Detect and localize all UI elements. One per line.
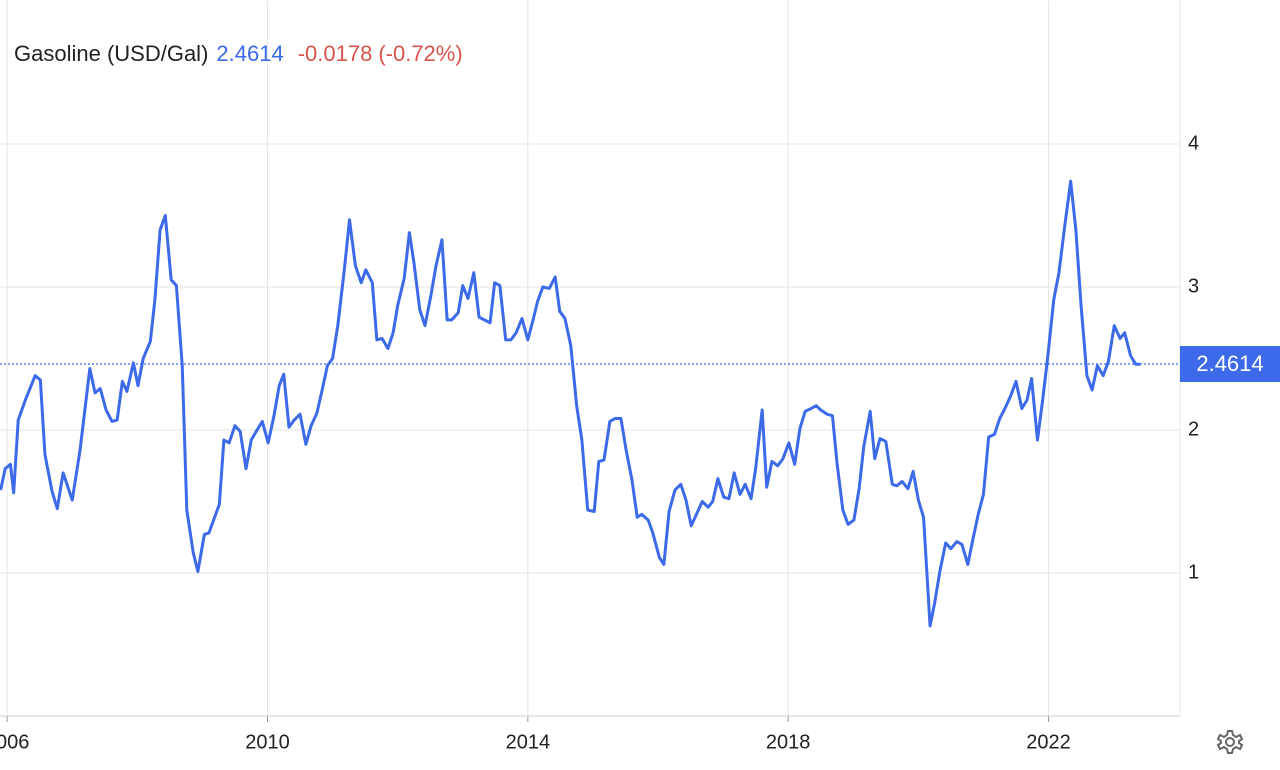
x-tick-label: 2006	[0, 731, 29, 753]
x-tick-label: 2010	[245, 731, 290, 753]
header: Gasoline (USD/Gal) 2.4614 -0.0178 (-0.72%)	[14, 41, 463, 66]
price-line	[0, 179, 1141, 628]
y-tick-label: 3	[1188, 275, 1199, 297]
change-percent: (-0.72%)	[378, 41, 462, 66]
icon-part	[1216, 730, 1244, 754]
change: -0.0178	[298, 41, 373, 66]
icon-part	[1225, 737, 1235, 747]
last-price: 2.4614	[216, 41, 283, 66]
y-tick-label: 4	[1188, 132, 1199, 154]
y-tick-label: 2	[1188, 418, 1199, 440]
settings-icon[interactable]	[1216, 730, 1244, 754]
chart-title: Gasoline (USD/Gal)	[14, 41, 208, 66]
grid	[0, 1, 1180, 716]
last-price-label: 2.4614	[1196, 351, 1263, 376]
x-tick-label: 2018	[766, 731, 811, 753]
x-tick-label: 2014	[506, 731, 551, 753]
x-tick-label: 2022	[1026, 731, 1071, 753]
y-tick-label: 1	[1188, 561, 1199, 583]
last-price-box	[1180, 346, 1280, 383]
